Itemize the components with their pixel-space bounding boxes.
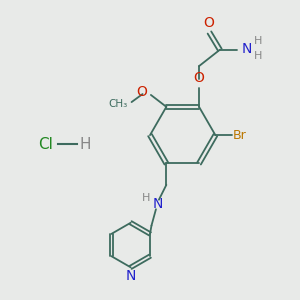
Text: N: N	[241, 42, 252, 56]
Text: O: O	[136, 85, 147, 99]
Text: N: N	[152, 197, 163, 211]
Text: H: H	[254, 51, 262, 61]
Text: H: H	[142, 193, 151, 203]
Text: CH₃: CH₃	[108, 99, 128, 109]
Text: O: O	[203, 16, 214, 30]
Text: O: O	[194, 71, 205, 85]
Text: H: H	[80, 136, 91, 152]
Text: Br: Br	[232, 129, 246, 142]
Text: Cl: Cl	[38, 136, 53, 152]
Text: H: H	[254, 36, 262, 46]
Text: N: N	[125, 269, 136, 284]
